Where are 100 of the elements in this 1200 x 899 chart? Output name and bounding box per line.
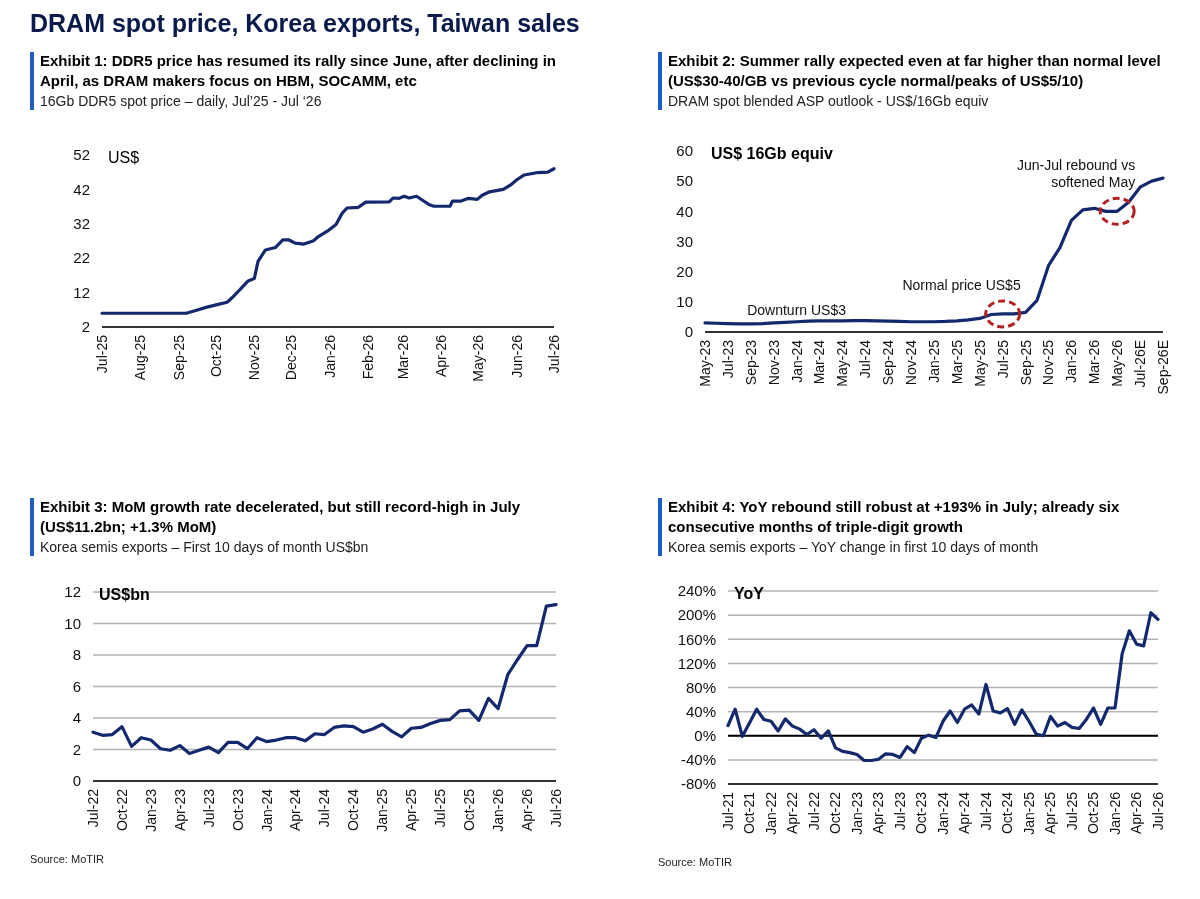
- y-tick-label: 160%: [677, 630, 716, 648]
- x-tick-label: Oct-24: [999, 791, 1016, 835]
- x-tick-label: Oct-24: [345, 788, 362, 832]
- y-tick-label: 2: [72, 740, 81, 758]
- y-tick-label: 32: [73, 215, 90, 233]
- y-tick-label: -40%: [680, 751, 716, 769]
- y-axis-title: YoY: [734, 585, 765, 602]
- x-tick-label: Mar-26: [1086, 339, 1103, 385]
- x-tick-label: Oct-25: [1085, 791, 1102, 835]
- x-tick-label: Oct-21: [741, 791, 758, 835]
- x-tick-label: Jan-24: [934, 791, 951, 835]
- x-tick-label: Jul-23: [719, 339, 736, 379]
- x-tick-label: Jan-24: [788, 339, 805, 383]
- chart-subtitle: 16Gb DDR5 spot price – daily, Jul’25 - Jul ‘26: [40, 93, 322, 109]
- x-tick-label: Mar-26: [394, 334, 411, 380]
- x-tick-label: Nov-23: [765, 339, 782, 386]
- x-tick-label: Jul-26: [547, 788, 564, 828]
- x-tick-label: Apr-24: [287, 788, 304, 832]
- x-tick-label: Apr-26: [433, 334, 450, 378]
- x-tick-label: Jan-26: [490, 788, 507, 832]
- line-series: [100, 167, 556, 315]
- x-tick-label: May-24: [834, 339, 851, 387]
- y-tick-label: 30: [676, 232, 693, 250]
- y-tick-label: 10: [676, 293, 693, 311]
- x-tick-label: Apr-23: [171, 788, 188, 832]
- x-tick-label: Apr-26: [518, 788, 535, 832]
- x-tick-label: May-26: [1109, 339, 1126, 387]
- x-tick-label: Jul-25: [93, 334, 110, 374]
- x-tick-label: Jul-26E: [1132, 340, 1148, 388]
- y-tick-label: 0%: [694, 727, 716, 744]
- x-tick-label: Apr-23: [870, 791, 887, 835]
- x-tick-label: Jan-25: [1020, 791, 1037, 835]
- x-tick-label: Jan-24: [258, 788, 275, 832]
- x-tick-label: May-25: [971, 339, 988, 387]
- x-tick-label: Jul-23: [891, 791, 908, 831]
- annotation: Jun-Jul rebound vs softened May: [1016, 157, 1136, 191]
- x-tick-label: Feb-26: [360, 334, 377, 380]
- x-tick-label: Jul-25: [1063, 791, 1080, 831]
- y-tick-label: 4: [72, 709, 81, 727]
- source-note: Source: MoTIR: [30, 853, 105, 865]
- x-tick-label: Dec-25: [283, 334, 300, 381]
- chart-title: Exhibit 1: DDR5 price has resumed its rally since June, after declining in April, as DRAM makers focus on HBM, SOCAMM, etc: [40, 52, 556, 89]
- x-tick-label: Jul-25: [432, 788, 449, 828]
- x-tick-label: Mar-24: [811, 339, 828, 385]
- y-tick-label: 200%: [677, 606, 716, 624]
- y-tick-label: 80%: [685, 678, 716, 696]
- x-tick-label: Jan-26: [1106, 791, 1123, 835]
- y-tick-label: 0: [72, 772, 81, 790]
- x-tick-label: Sep-25: [1017, 339, 1034, 386]
- x-tick-label: Apr-25: [403, 788, 420, 832]
- y-tick-label: 42: [73, 180, 90, 198]
- x-tick-label: Jan-25: [925, 339, 942, 383]
- x-tick-label: Oct-25: [461, 788, 478, 832]
- x-tick-label: Aug-25: [132, 334, 149, 381]
- x-tick-label: Jan-26: [1063, 339, 1080, 383]
- x-tick-label: Jul-24: [316, 788, 333, 828]
- y-tick-label: 8: [72, 646, 81, 664]
- x-tick-label: Jul-21: [719, 791, 736, 831]
- annotation: Normal price US$5: [902, 276, 1021, 293]
- line-series: [726, 611, 1160, 763]
- source-note: Source: MoTIR: [658, 856, 733, 868]
- y-tick-label: 22: [73, 249, 90, 267]
- y-tick-label: 10: [64, 614, 81, 632]
- x-tick-label: Jul-24: [977, 791, 994, 831]
- x-tick-label: Nov-25: [1040, 339, 1057, 386]
- x-tick-label: Sep-24: [880, 339, 897, 386]
- x-tick-label: Jul-25: [994, 339, 1011, 379]
- y-tick-label: 12: [64, 583, 81, 601]
- x-tick-label: Apr-24: [956, 791, 973, 835]
- y-tick-label: -80%: [680, 775, 716, 793]
- x-tick-label: Jun-26: [508, 334, 525, 378]
- x-tick-label: Jan-22: [762, 791, 779, 835]
- x-tick-label: Nov-24: [903, 339, 919, 386]
- x-tick-label: Jul-26: [545, 334, 562, 374]
- y-tick-label: 12: [73, 283, 90, 301]
- y-tick-label: 20: [676, 262, 693, 280]
- x-tick-label: Jan-25: [374, 788, 391, 832]
- y-tick-label: 0: [684, 323, 693, 341]
- x-tick-label: Jan-26: [321, 334, 338, 378]
- y-tick-label: 40%: [685, 702, 716, 720]
- x-tick-label: May-23: [696, 339, 713, 387]
- x-tick-label: Jul-24: [857, 339, 874, 379]
- y-tick-label: 6: [72, 677, 81, 695]
- x-tick-label: May-26: [470, 334, 487, 382]
- x-tick-label: Oct-22: [113, 788, 130, 832]
- x-tick-label: Jul-23: [200, 788, 217, 828]
- chart-title: Exhibit 3: MoM growth rate decelerated, but still record-high in July (US$11.2bn; +1.3% MoM): [40, 498, 521, 535]
- x-tick-label: Apr-25: [1042, 791, 1059, 835]
- chart-title: Exhibit 2: Summer rally expected even at far higher than normal level (US$30-40/GB vs previous cycle normal/peaks of US$5/10): [668, 52, 1161, 89]
- x-tick-label: Oct-23: [229, 788, 246, 832]
- x-tick-label: Sep-25: [170, 334, 187, 381]
- y-tick-label: 50: [676, 172, 693, 190]
- x-tick-label: Sep-26E: [1154, 340, 1171, 395]
- x-tick-label: Jul-22: [84, 788, 101, 828]
- x-tick-label: Jul-22: [805, 791, 822, 831]
- y-tick-label: 40: [676, 202, 693, 220]
- chart-subtitle: Korea semis exports – YoY change in first 10 days of month: [668, 539, 1039, 555]
- x-tick-label: Jan-23: [142, 788, 159, 832]
- x-tick-label: Apr-26: [1128, 791, 1145, 835]
- y-axis-title: US$ 16Gb equiv: [711, 145, 833, 162]
